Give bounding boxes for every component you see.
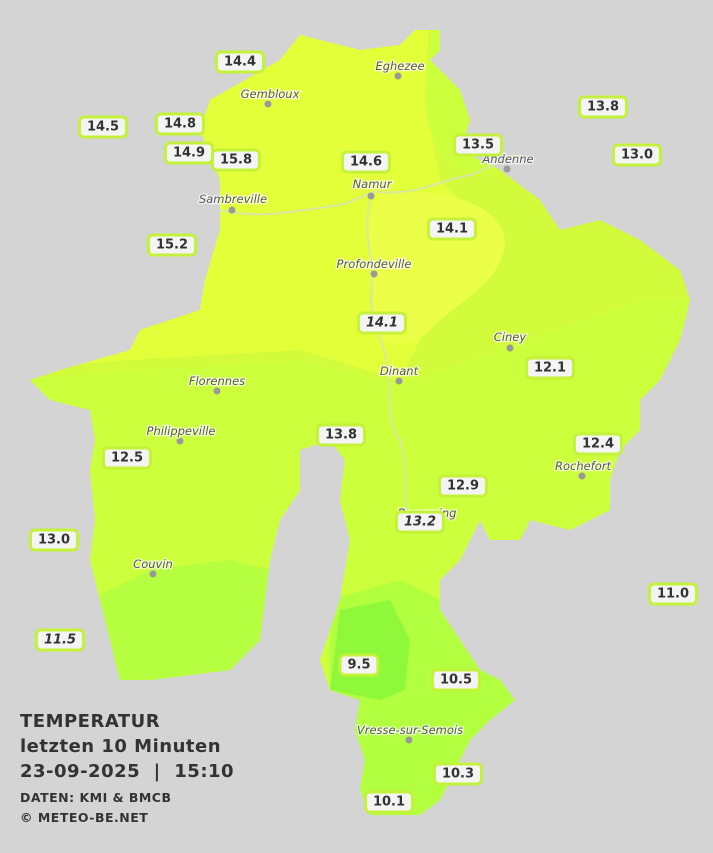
place-dot [405, 736, 413, 744]
legend-period: letzten 10 Minuten [20, 736, 222, 757]
station-value: 14.1 [356, 311, 408, 335]
place-label: Eghezee [375, 59, 424, 73]
place-dot [503, 165, 511, 173]
station-value: 13.5 [452, 133, 504, 157]
station-value: 10.3 [432, 762, 484, 786]
place-label: Philippeville [147, 424, 216, 438]
station-value: 14.8 [154, 112, 206, 136]
station-value: 9.5 [338, 653, 380, 677]
station-value: 14.9 [163, 141, 215, 165]
place-label: Rochefort [555, 459, 612, 473]
place-label: Namur [353, 177, 393, 191]
station-value: 14.4 [214, 50, 266, 74]
place-dot [264, 100, 272, 108]
station-value: 13.0 [611, 143, 663, 167]
legend-copyright: © METEO-BE.NET [20, 810, 149, 825]
station-value: 14.6 [340, 150, 392, 174]
station-value: 14.1 [426, 217, 478, 241]
place-dot [213, 387, 221, 395]
legend-datetime: 23-09-2025 | 15:10 [20, 761, 235, 782]
place-label: Sambreville [199, 192, 267, 206]
place-dot [367, 192, 375, 200]
place-dot [176, 437, 184, 445]
station-value: 12.5 [101, 446, 153, 470]
place-dot [395, 377, 403, 385]
station-value: 10.1 [363, 790, 415, 814]
place-dot [370, 270, 378, 278]
station-value: 13.8 [315, 423, 367, 447]
station-value: 10.5 [430, 668, 482, 692]
place-dot [149, 570, 157, 578]
place-dot [394, 72, 402, 80]
station-value: 13.8 [577, 95, 629, 119]
legend-source: DATEN: KMI & BMCB [20, 790, 172, 805]
station-value: 12.9 [437, 474, 489, 498]
station-value: 14.5 [77, 115, 129, 139]
station-value: 12.4 [572, 432, 624, 456]
place-label: Ciney [494, 330, 527, 344]
place-label: Gembloux [241, 87, 300, 101]
station-value: 13.2 [394, 510, 446, 534]
station-value: 15.2 [146, 233, 198, 257]
place-dot [578, 472, 586, 480]
station-value: 11.5 [34, 628, 86, 652]
legend-title: TEMPERATUR [20, 711, 161, 732]
station-value: 13.0 [28, 528, 80, 552]
station-value: 12.1 [524, 356, 576, 380]
place-label: Vresse-sur-Semois [357, 723, 463, 737]
place-label: Profondeville [337, 257, 412, 271]
place-label: Florennes [189, 374, 245, 388]
station-value: 15.8 [210, 148, 262, 172]
place-dot [228, 206, 236, 214]
station-value: 11.0 [647, 582, 699, 606]
place-label: Dinant [380, 364, 419, 378]
place-dot [506, 344, 514, 352]
place-label: Couvin [133, 557, 173, 571]
rivers [219, 154, 521, 521]
